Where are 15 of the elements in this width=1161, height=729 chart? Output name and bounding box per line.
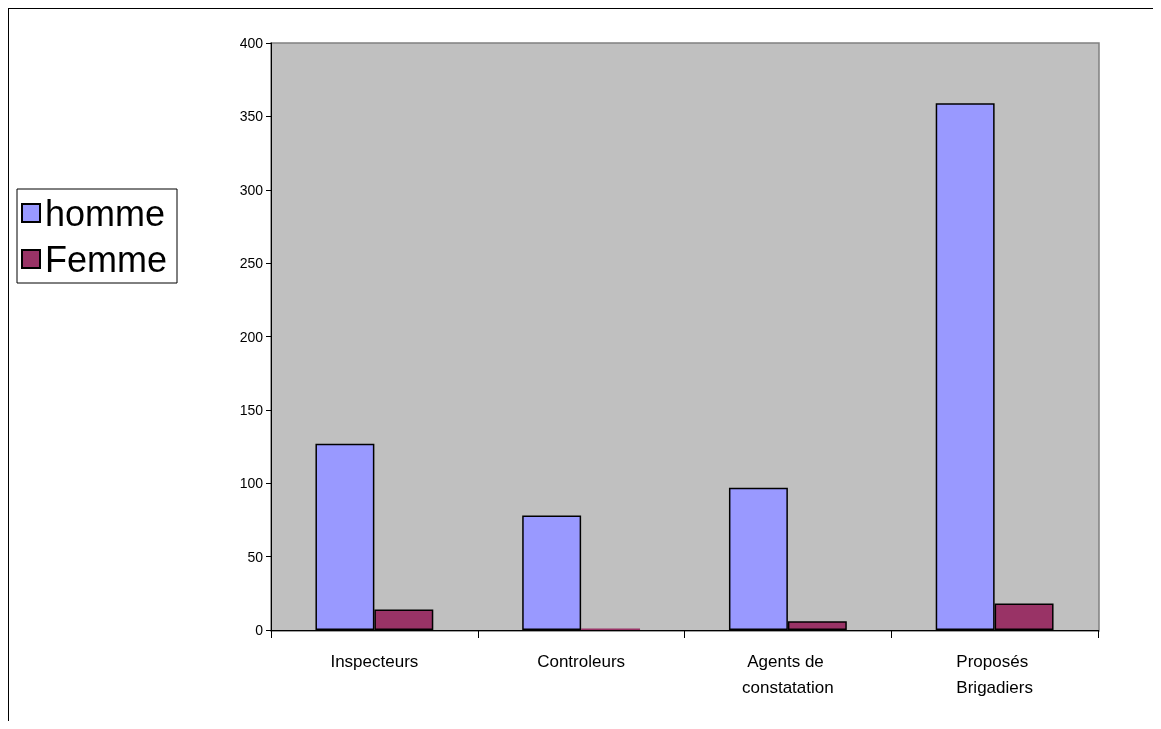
- y-tick-label: 300: [239, 181, 264, 198]
- y-tick-label: 200: [239, 328, 264, 345]
- x-tick-label: Agents de constatation: [742, 651, 834, 697]
- y-tick-label: 400: [239, 35, 264, 51]
- y-tick-label: 0: [255, 622, 264, 638]
- x-tick-label: Inspecteurs: [330, 651, 419, 671]
- x-tick-label: Proposés Brigadiers: [956, 651, 1033, 697]
- legend-label: homme: [45, 192, 166, 234]
- y-tick-label: 50: [247, 548, 264, 565]
- y-tick-label: 150: [239, 401, 264, 418]
- y-tick-label: 100: [239, 475, 264, 492]
- y-tick-label: 250: [239, 255, 264, 272]
- x-tick-label: Controleurs: [537, 651, 626, 671]
- legend-label: Femme: [45, 238, 168, 280]
- y-tick-label: 350: [239, 108, 264, 125]
